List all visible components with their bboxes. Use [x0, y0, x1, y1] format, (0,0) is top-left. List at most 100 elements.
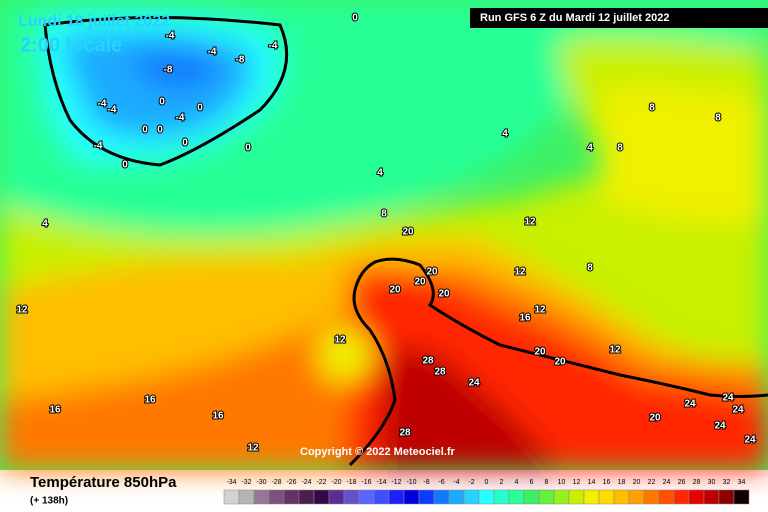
scale-swatch: [418, 489, 435, 505]
scale-label: 0: [485, 479, 489, 486]
contour-label: 8: [381, 209, 387, 220]
scale-label: -24: [301, 479, 311, 486]
scale-swatch: [733, 489, 750, 505]
scale-swatch: [388, 489, 405, 505]
scale-swatch: [478, 489, 495, 505]
color-scale: -34 -32 -30 -28 -26 -24 -22 -20 -18 -16 -14 -12 -10-…: [223, 479, 750, 505]
contour-label: 16: [49, 405, 61, 416]
contour-label: 4: [587, 143, 593, 154]
contour-label: -4: [166, 31, 175, 42]
contour-label: 12: [16, 305, 28, 316]
scale-swatch: [448, 489, 465, 505]
scale-label: -28: [271, 479, 281, 486]
scale-label: -2: [468, 479, 474, 486]
scale-swatch: [253, 489, 270, 505]
scale-label: -32: [241, 479, 251, 486]
scale-swatch: [688, 489, 705, 505]
scale-label: -20: [331, 479, 341, 486]
contour-label: 20: [649, 413, 661, 424]
scale-swatch: [463, 489, 480, 505]
copyright: Copyright © 2022 Meteociel.fr: [300, 446, 456, 458]
contour-label: 16: [212, 411, 224, 422]
contour-label: 20: [389, 285, 401, 296]
scale-label: 26: [678, 479, 686, 486]
scale-label: 24: [663, 479, 671, 486]
scale-swatch: [703, 489, 720, 505]
scale-label: -22: [316, 479, 326, 486]
contour-label: 20: [402, 227, 414, 238]
scale-label: -12: [391, 479, 401, 486]
scale-swatch: [523, 489, 540, 505]
scale-label: 8: [545, 479, 549, 486]
valid-date: Lundi 18 juillet 2022: [18, 13, 170, 30]
contour-label: 20: [414, 277, 426, 288]
scale-swatch: [643, 489, 660, 505]
contour-label: 12: [524, 217, 536, 228]
contour-label: 0: [352, 13, 358, 24]
temperature-field: [0, 0, 768, 470]
contour-label: 24: [684, 399, 696, 410]
scale-swatch: [628, 489, 645, 505]
scale-label: 2: [500, 479, 504, 486]
contour-label: -4: [208, 47, 217, 58]
contour-label: 20: [438, 289, 450, 300]
scale-swatch: [433, 489, 450, 505]
contour-label: 24: [468, 378, 480, 389]
contour-line: [348, 289, 397, 467]
scale-swatch: [313, 489, 330, 505]
contour-label: 28: [422, 356, 434, 367]
contour-label: -8: [164, 65, 173, 76]
scale-label: 18: [618, 479, 626, 486]
run-banner: [470, 8, 768, 28]
scale-swatch: [298, 489, 315, 505]
scale-label: 6: [530, 479, 534, 486]
contour-label: -8: [236, 55, 245, 66]
scale-label: -30: [256, 479, 266, 486]
run-info: Run GFS 6 Z du Mardi 12 juillet 2022: [480, 12, 670, 24]
scale-swatch: [553, 489, 570, 505]
scale-swatch: [223, 489, 240, 505]
contour-label: 16: [144, 395, 156, 406]
contour-label: -4: [269, 41, 278, 52]
contour-label: 0: [122, 160, 128, 171]
scale-swatch: [343, 489, 360, 505]
scale-label: 28: [693, 479, 701, 486]
scale-swatch: [328, 489, 345, 505]
contour-label: 0: [182, 138, 188, 149]
scale-label: -8: [423, 479, 429, 486]
contour-label: -4: [176, 113, 185, 124]
contour-label: 8: [649, 103, 655, 114]
scale-label: 12: [573, 479, 581, 486]
scale-swatch: [568, 489, 585, 505]
scale-label: 32: [723, 479, 731, 486]
scale-swatch: [598, 489, 615, 505]
contour-label: 12: [534, 305, 546, 316]
legend-subtitle: (+ 138h): [30, 496, 68, 507]
scale-label: 30: [708, 479, 716, 486]
contour-label: 12: [514, 267, 526, 278]
scale-label: -6: [438, 479, 444, 486]
contour-label: 0: [157, 125, 163, 136]
scale-label: -4: [453, 479, 459, 486]
contour-label: -4: [94, 141, 103, 152]
contour-label: 28: [399, 428, 411, 439]
contour-line: [43, 16, 289, 167]
contour-label: 12: [247, 443, 259, 454]
scale-label: 10: [558, 479, 566, 486]
contour-label: 20: [554, 357, 566, 368]
scale-swatch: [583, 489, 600, 505]
contour-label: 24: [722, 393, 734, 404]
scale-swatch: [373, 489, 390, 505]
scale-label: 34: [738, 479, 746, 486]
scale-swatch: [283, 489, 300, 505]
scale-swatch: [268, 489, 285, 505]
scale-swatch: [508, 489, 525, 505]
contour-label: 20: [426, 267, 438, 278]
contour-line: [353, 257, 768, 398]
scale-label: 14: [588, 479, 596, 486]
contour-label: 0: [197, 103, 203, 114]
contour-label: 8: [715, 113, 721, 124]
contour-label: 8: [587, 263, 593, 274]
